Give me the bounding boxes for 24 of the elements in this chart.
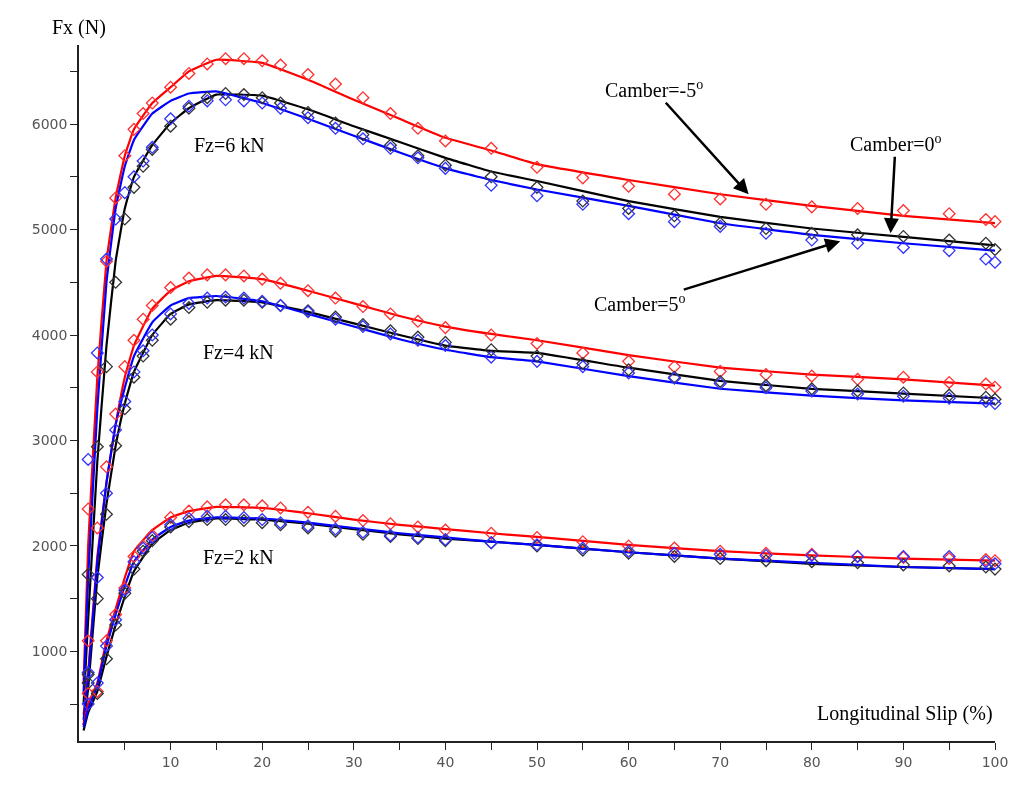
annotation: Fz=6 kN — [194, 134, 265, 156]
x-tick-label: 40 — [436, 753, 455, 770]
annotation: Camber=0$^{o}$ — [850, 131, 942, 156]
x-tick-label: 70 — [711, 753, 730, 770]
x-tick-label: 10 — [161, 753, 180, 770]
annotation: Fz=2 kN — [203, 546, 274, 568]
annotation: Fz=4 kN — [203, 341, 274, 363]
x-tick-label: 90 — [894, 753, 913, 770]
y-tick-label: 3000 — [31, 432, 68, 449]
x-tick-label: 30 — [344, 753, 363, 770]
x-tick-label: 20 — [253, 753, 272, 770]
x-tick-label: 80 — [802, 753, 821, 770]
y-tick-label: 1000 — [31, 643, 68, 660]
annotation: Camber=5$^{o}$ — [594, 291, 686, 316]
y-tick-label: 2000 — [31, 537, 68, 554]
x-axis-title: Longitudinal Slip (%) — [817, 702, 993, 725]
annotation: Camber=-5$^{o}$ — [605, 77, 704, 102]
y-tick-label: 6000 — [31, 115, 68, 132]
y-axis-title: Fx (N) — [52, 16, 106, 39]
y-tick-label: 5000 — [31, 221, 68, 238]
x-tick-label: 50 — [528, 753, 546, 770]
x-tick-label: 60 — [619, 753, 638, 770]
y-tick-label: 4000 — [31, 326, 68, 343]
x-tick-label: 100 — [981, 753, 1009, 770]
